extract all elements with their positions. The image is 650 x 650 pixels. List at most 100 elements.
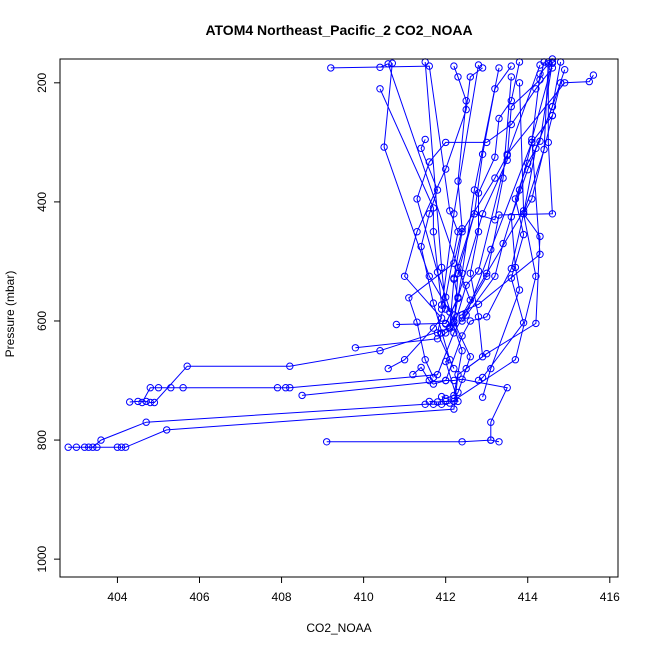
data-point — [442, 165, 450, 173]
series-line — [482, 69, 566, 398]
data-point — [454, 73, 462, 81]
data-point — [163, 426, 171, 434]
data-point — [142, 418, 150, 426]
series-16 — [478, 66, 569, 401]
data-point — [425, 62, 433, 70]
data-point — [433, 329, 442, 337]
data-point — [507, 102, 515, 111]
data-point — [454, 228, 462, 236]
data-point — [470, 186, 479, 194]
data-point — [417, 144, 425, 153]
y-tick-label: 1000 — [35, 545, 49, 572]
data-point — [544, 138, 552, 147]
series-line — [465, 115, 553, 316]
series-line — [330, 65, 459, 369]
series-29 — [462, 111, 557, 319]
data-point — [442, 293, 450, 301]
data-point — [429, 299, 438, 307]
data-point — [507, 274, 515, 282]
data-point — [528, 138, 536, 147]
data-point — [80, 443, 89, 451]
data-point — [454, 293, 462, 301]
data-point — [507, 120, 515, 129]
data-point — [429, 324, 438, 332]
data-point — [450, 210, 458, 218]
series-18 — [327, 62, 462, 373]
data-point — [544, 60, 552, 68]
data-point — [323, 438, 331, 446]
data-point — [400, 356, 409, 364]
data-point — [138, 398, 146, 407]
series-6 — [323, 436, 495, 446]
data-point — [146, 398, 155, 407]
data-point — [417, 242, 425, 251]
data-point — [64, 443, 72, 451]
series-line — [412, 82, 562, 385]
data-point — [384, 364, 392, 373]
data-point — [450, 62, 458, 70]
data-point — [491, 272, 499, 280]
data-point — [134, 397, 142, 406]
data-point — [327, 64, 335, 72]
data-point — [548, 102, 557, 111]
data-point — [72, 443, 81, 451]
data-point — [474, 313, 483, 321]
data-point — [532, 85, 540, 93]
series-line — [84, 61, 549, 448]
series-line — [408, 65, 467, 378]
series-line — [379, 88, 443, 305]
series-line — [445, 61, 545, 325]
series-19 — [376, 60, 474, 304]
series-27 — [442, 58, 548, 328]
data-point — [462, 105, 470, 114]
data-point — [167, 384, 175, 392]
data-point — [413, 318, 421, 326]
series-2 — [80, 58, 552, 451]
data-point — [466, 317, 474, 325]
data-point — [507, 97, 515, 105]
series-line — [387, 67, 483, 370]
data-point — [474, 61, 483, 69]
data-point — [425, 397, 433, 406]
data-point — [388, 59, 396, 67]
data-point — [183, 362, 191, 370]
data-point — [413, 195, 421, 203]
series-10 — [405, 62, 470, 382]
series-line — [478, 61, 553, 381]
data-point — [458, 375, 466, 383]
data-point — [437, 329, 446, 337]
data-point — [585, 77, 593, 86]
data-point — [540, 145, 548, 154]
data-point — [282, 384, 290, 392]
data-point — [458, 438, 466, 446]
data-point — [286, 362, 294, 370]
series-line — [379, 63, 471, 301]
data-point — [561, 66, 569, 74]
data-point — [470, 210, 479, 218]
data-point — [425, 272, 433, 280]
data-point — [536, 76, 544, 84]
data-point — [507, 264, 515, 273]
data-point — [97, 436, 105, 444]
data-point — [429, 228, 438, 236]
data-point — [511, 356, 520, 364]
y-axis-label: Pressure (mbar) — [3, 271, 17, 358]
data-point — [478, 210, 487, 218]
data-point — [499, 174, 507, 182]
series-line — [441, 67, 500, 334]
data-point — [532, 319, 540, 328]
series-line — [461, 58, 553, 322]
y-tick-label: 800 — [35, 430, 49, 450]
data-point — [450, 394, 458, 403]
series-line — [441, 64, 479, 310]
data-point — [433, 398, 442, 406]
data-point — [442, 376, 450, 385]
data-point — [425, 210, 433, 218]
data-point — [442, 357, 450, 366]
data-point — [503, 156, 511, 164]
data-point — [487, 418, 495, 426]
data-point — [511, 263, 520, 272]
data-point — [121, 443, 130, 451]
data-point — [113, 443, 122, 451]
data-point — [450, 323, 458, 331]
